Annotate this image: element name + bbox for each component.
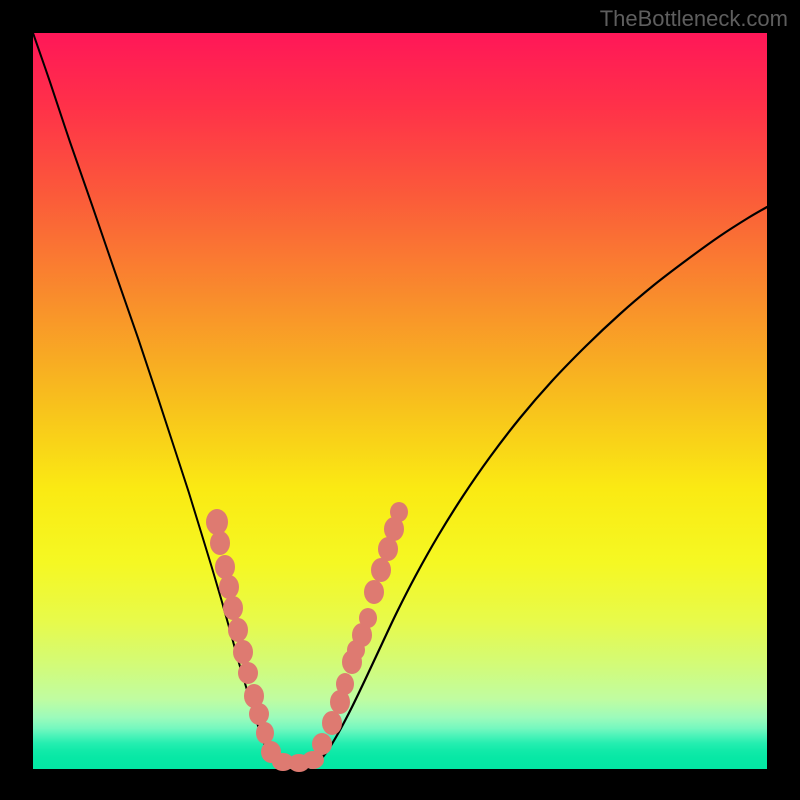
data-marker: [302, 751, 324, 769]
data-marker: [359, 608, 377, 628]
data-marker: [233, 640, 253, 664]
data-marker: [249, 703, 269, 725]
data-marker: [371, 558, 391, 582]
data-marker: [390, 502, 408, 522]
data-marker: [322, 711, 342, 735]
data-marker: [215, 555, 235, 579]
data-marker: [364, 580, 384, 604]
data-marker: [336, 673, 354, 695]
data-marker: [228, 618, 248, 642]
bottleneck-chart: [0, 0, 800, 800]
data-marker: [206, 509, 228, 535]
watermark-text: TheBottleneck.com: [600, 6, 788, 32]
data-marker: [223, 596, 243, 620]
data-marker: [219, 575, 239, 599]
data-marker: [210, 531, 230, 555]
data-marker: [238, 662, 258, 684]
data-marker: [256, 722, 274, 744]
chart-background: [33, 33, 767, 769]
data-marker: [347, 640, 365, 660]
